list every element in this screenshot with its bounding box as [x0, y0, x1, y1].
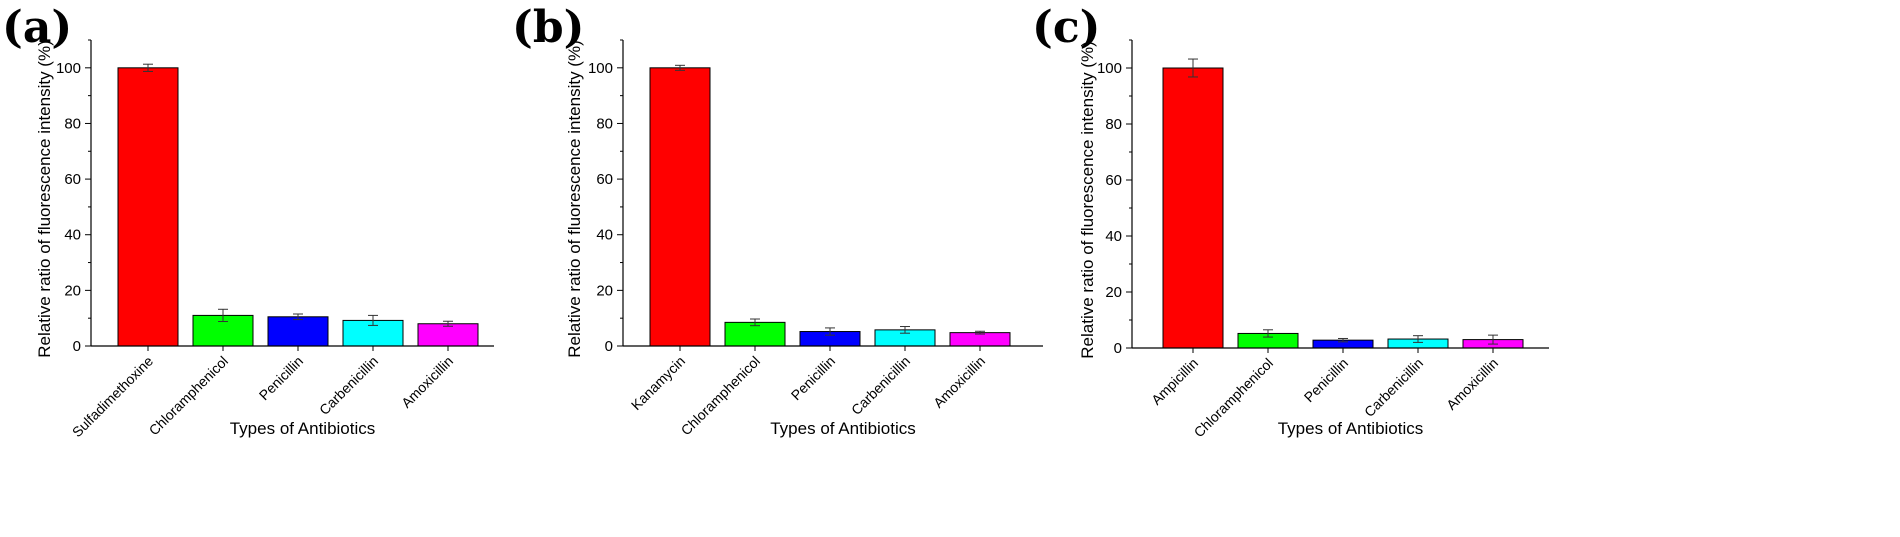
x-tick-label: Carbenicillin — [316, 353, 381, 418]
bar — [949, 332, 1011, 347]
bar — [649, 67, 711, 347]
x-axis-label: Types of Antibiotics — [230, 419, 376, 438]
y-tick-label: 20 — [1105, 284, 1122, 301]
chart-panel-a: (a) Sulfadimethoxine Chloramphenicol Penic… — [0, 0, 633, 537]
x-tick-label: Sulfadimethoxine — [69, 353, 156, 440]
y-tick-label: 0 — [73, 338, 81, 355]
x-tick-label: Carbenicillin — [1361, 355, 1426, 420]
y-tick-label: 60 — [596, 171, 613, 188]
y-tick-label: 0 — [1114, 340, 1122, 357]
y-tick-label: 20 — [596, 282, 613, 299]
x-tick-label: Penicillin — [256, 353, 306, 403]
y-tick-label: 80 — [596, 115, 613, 132]
x-tick-label: Penicillin — [1301, 355, 1351, 405]
y-tick-label: 80 — [1105, 116, 1122, 133]
y-axis-label: Relative ratio of fluorescence intensity… — [1078, 41, 1097, 358]
panel-label: (c) — [1032, 2, 1101, 53]
y-tick-label: 60 — [1105, 172, 1122, 189]
x-axis-label: Types of Antibiotics — [770, 419, 916, 438]
x-tick-label: Chloramphenicol — [146, 353, 232, 439]
x-tick-label: Amoxicillin — [1443, 355, 1501, 413]
chart-panel-c: (c) Ampicillin Chloramphenicol Penicillin C… — [1032, 0, 1899, 537]
x-tick-label: Penicillin — [788, 353, 838, 403]
bar — [117, 67, 179, 347]
y-tick-label: 100 — [1097, 60, 1122, 77]
y-tick-label: 100 — [588, 60, 613, 77]
y-axis-label: Relative ratio of fluorescence intensity… — [35, 40, 54, 357]
y-axis-label: Relative ratio of fluorescence intensity… — [565, 40, 584, 357]
y-tick-label: 40 — [596, 227, 613, 244]
panel-label: (a) — [2, 2, 73, 53]
bar — [267, 316, 329, 347]
x-tick-label: Amoxicillin — [930, 353, 988, 411]
y-tick-label: 40 — [1105, 228, 1122, 245]
y-tick-label: 40 — [64, 227, 81, 244]
x-axis-label: Types of Antibiotics — [1278, 419, 1424, 438]
x-tick-label: Amoxicillin — [398, 353, 456, 411]
y-tick-label: 60 — [64, 171, 81, 188]
bar — [1162, 67, 1224, 349]
panel-label: (b) — [512, 2, 585, 53]
y-tick-label: 100 — [56, 60, 81, 77]
bar — [417, 323, 479, 347]
x-tick-label: Carbenicillin — [848, 353, 913, 418]
chart-panel-b: (b) Kanamycin Chloramphenicol Penicillin Ca… — [512, 0, 1266, 537]
y-tick-label: 80 — [64, 115, 81, 132]
x-tick-label: Chloramphenicol — [678, 353, 764, 439]
x-tick-label: Kanamycin — [628, 353, 688, 413]
y-tick-label: 20 — [64, 282, 81, 299]
y-tick-label: 0 — [605, 338, 613, 355]
